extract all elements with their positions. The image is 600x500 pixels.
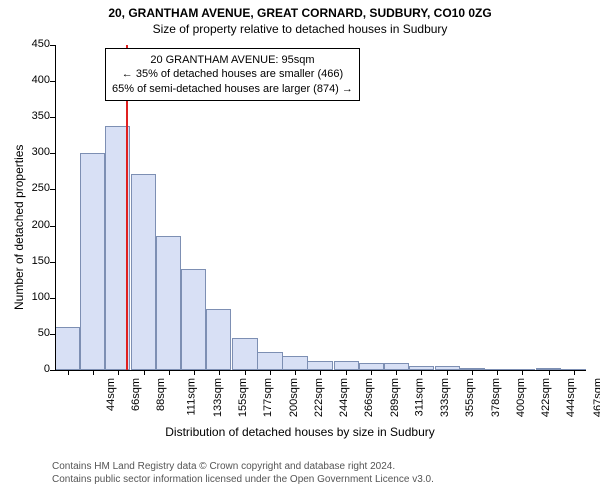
- y-tick-label: 450: [20, 38, 50, 50]
- x-tick-label: 467sqm: [592, 378, 600, 417]
- x-tick-label: 44sqm: [105, 378, 117, 411]
- x-tick-label: 266sqm: [363, 378, 375, 417]
- y-tick-label: 50: [20, 327, 50, 339]
- x-tick-label: 289sqm: [389, 378, 401, 417]
- x-tick-label: 200sqm: [288, 378, 300, 417]
- y-tick-label: 300: [20, 146, 50, 158]
- annotation-line2: ← 35% of detached houses are smaller (46…: [112, 67, 353, 81]
- footer-line2: Contains public sector information licen…: [52, 473, 434, 486]
- annotation-line1: 20 GRANTHAM AVENUE: 95sqm: [112, 53, 353, 67]
- x-tick-label: 222sqm: [313, 378, 325, 417]
- x-tick-label: 133sqm: [212, 378, 224, 417]
- annotation-box: 20 GRANTHAM AVENUE: 95sqm ← 35% of detac…: [105, 48, 360, 101]
- y-tick-label: 100: [20, 291, 50, 303]
- y-tick-label: 150: [20, 255, 50, 267]
- x-tick-label: 400sqm: [516, 378, 528, 417]
- x-tick-label: 311sqm: [414, 378, 426, 416]
- x-tick-label: 444sqm: [566, 378, 578, 417]
- footer-text: Contains HM Land Registry data © Crown c…: [52, 460, 434, 486]
- y-tick-label: 250: [20, 182, 50, 194]
- y-tick-label: 0: [20, 363, 50, 375]
- y-tick-label: 400: [20, 74, 50, 86]
- y-tick-label: 350: [20, 110, 50, 122]
- x-tick-label: 111sqm: [185, 378, 197, 416]
- x-tick-label: 333sqm: [439, 378, 451, 417]
- x-tick-label: 66sqm: [130, 378, 142, 411]
- y-tick-label: 200: [20, 219, 50, 231]
- x-axis-label: Distribution of detached houses by size …: [0, 425, 600, 439]
- x-tick-label: 422sqm: [541, 378, 553, 417]
- x-tick-label: 177sqm: [262, 378, 274, 417]
- x-tick-label: 378sqm: [491, 378, 503, 417]
- footer-line1: Contains HM Land Registry data © Crown c…: [52, 460, 434, 473]
- chart-subtitle: Size of property relative to detached ho…: [0, 22, 600, 36]
- x-tick-label: 155sqm: [237, 378, 249, 417]
- x-tick-label: 355sqm: [464, 378, 476, 417]
- page: 20, GRANTHAM AVENUE, GREAT CORNARD, SUDB…: [0, 0, 600, 500]
- annotation-line3: 65% of semi-detached houses are larger (…: [112, 82, 353, 96]
- x-tick-label: 244sqm: [338, 378, 350, 417]
- x-tick-label: 88sqm: [155, 378, 167, 411]
- chart-title: 20, GRANTHAM AVENUE, GREAT CORNARD, SUDB…: [0, 6, 600, 20]
